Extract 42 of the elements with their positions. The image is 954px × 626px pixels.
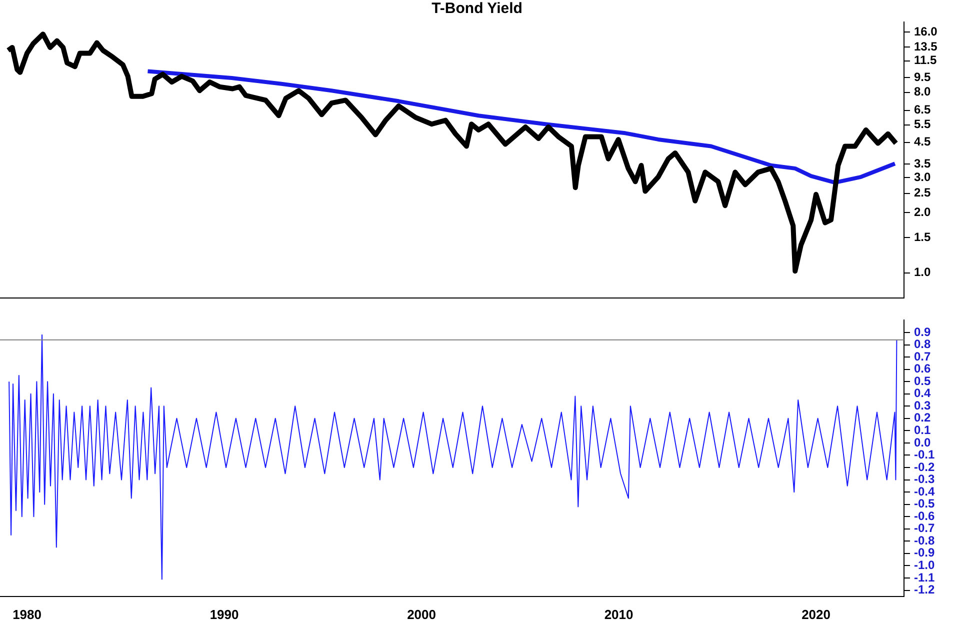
y-tick-label: 9.5 <box>914 70 932 84</box>
y-tick-label: 0.2 <box>914 410 932 425</box>
y-tick-label: 0.4 <box>914 386 932 400</box>
y-tick-label: -0.4 <box>914 484 936 498</box>
y-tick-label: 4.5 <box>914 134 932 149</box>
y-tick-label: -0.7 <box>914 521 936 536</box>
y-tick-label: 0.1 <box>914 422 932 437</box>
y-tick-label: -1.0 <box>914 558 936 572</box>
y-tick-label: 13.5 <box>914 39 938 54</box>
x-tick-label: 1990 <box>210 606 239 622</box>
y-tick-label: 8.0 <box>914 84 932 99</box>
y-tick-label: 0.6 <box>914 362 932 376</box>
y-tick-label: -0.3 <box>914 472 936 486</box>
y-tick-label: 0.9 <box>914 324 932 339</box>
x-tick-label: 2000 <box>407 606 436 622</box>
y-tick-label: 0.0 <box>914 435 932 450</box>
y-tick-label: -0.6 <box>914 508 936 523</box>
y-tick-label: 3.5 <box>914 156 932 170</box>
x-tick-label: 2020 <box>802 606 830 622</box>
y-tick-label: 5.5 <box>914 117 932 132</box>
y-tick-label: -0.2 <box>914 460 936 474</box>
chart-title: T-Bond Yield <box>432 0 522 18</box>
x-tick-label: 1980 <box>12 606 42 622</box>
y-tick-label: -0.9 <box>914 546 936 560</box>
y-tick-label: 0.7 <box>914 349 932 364</box>
y-tick-label: -1.1 <box>914 570 936 584</box>
y-tick-label: 0.3 <box>914 398 932 412</box>
y-tick-label: 2.5 <box>914 186 932 200</box>
y-tick-label: -1.2 <box>914 582 936 597</box>
y-tick-label: 2.0 <box>914 204 932 219</box>
y-tick-label: 11.5 <box>914 53 938 68</box>
y-tick-label: -0.5 <box>914 496 936 511</box>
y-tick-label: 1.0 <box>914 265 932 280</box>
y-tick-label: 1.5 <box>914 230 932 244</box>
y-tick-label: 16.0 <box>914 24 938 39</box>
y-tick-label: 6.5 <box>914 102 932 117</box>
y-tick-label: 3.0 <box>914 170 932 184</box>
x-tick-label: 2010 <box>604 606 634 622</box>
y-tick-label: -0.1 <box>914 448 936 462</box>
y-tick-label: 0.5 <box>914 374 932 388</box>
y-tick-label: -0.8 <box>914 533 936 548</box>
y-tick-label: 0.8 <box>914 337 932 352</box>
